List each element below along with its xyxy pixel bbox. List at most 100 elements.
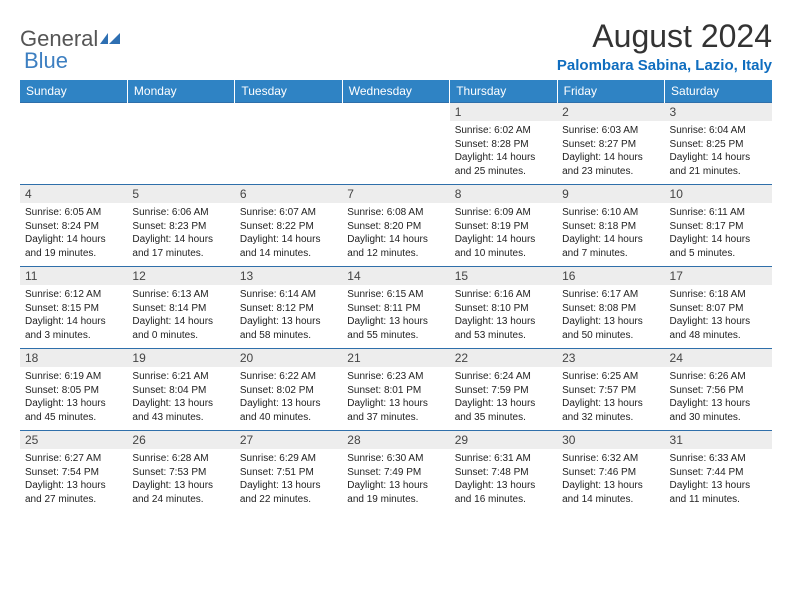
weekday-saturday: Saturday — [665, 80, 772, 103]
calendar-day-cell: 25Sunrise: 6:27 AMSunset: 7:54 PMDayligh… — [20, 431, 127, 513]
day-number: 24 — [665, 349, 772, 367]
calendar-day-cell: 18Sunrise: 6:19 AMSunset: 8:05 PMDayligh… — [20, 349, 127, 431]
sunrise-text: Sunrise: 6:26 AM — [670, 370, 767, 384]
calendar-day-cell: 28Sunrise: 6:30 AMSunset: 7:49 PMDayligh… — [342, 431, 449, 513]
sunrise-text: Sunrise: 6:11 AM — [670, 206, 767, 220]
sunrise-text: Sunrise: 6:17 AM — [562, 288, 659, 302]
day-number: 14 — [342, 267, 449, 285]
calendar-week-row: 18Sunrise: 6:19 AMSunset: 8:05 PMDayligh… — [20, 349, 772, 431]
calendar-day-cell: 20Sunrise: 6:22 AMSunset: 8:02 PMDayligh… — [235, 349, 342, 431]
calendar-day-cell: 10Sunrise: 6:11 AMSunset: 8:17 PMDayligh… — [665, 185, 772, 267]
calendar-day-cell: 15Sunrise: 6:16 AMSunset: 8:10 PMDayligh… — [450, 267, 557, 349]
calendar-day-cell: 1Sunrise: 6:02 AMSunset: 8:28 PMDaylight… — [450, 103, 557, 185]
sunrise-text: Sunrise: 6:03 AM — [562, 124, 659, 138]
sunset-text: Sunset: 8:25 PM — [670, 138, 767, 152]
day-content-empty — [127, 121, 234, 183]
sunset-text: Sunset: 8:23 PM — [132, 220, 229, 234]
sunrise-text: Sunrise: 6:23 AM — [347, 370, 444, 384]
day-content: Sunrise: 6:06 AMSunset: 8:23 PMDaylight:… — [127, 203, 234, 266]
daylight-text: Daylight: 14 hours and 10 minutes. — [455, 233, 552, 260]
day-number: 23 — [557, 349, 664, 367]
calendar-day-cell: 27Sunrise: 6:29 AMSunset: 7:51 PMDayligh… — [235, 431, 342, 513]
sunset-text: Sunset: 8:24 PM — [25, 220, 122, 234]
sunrise-text: Sunrise: 6:28 AM — [132, 452, 229, 466]
calendar-day-cell: 31Sunrise: 6:33 AMSunset: 7:44 PMDayligh… — [665, 431, 772, 513]
day-content: Sunrise: 6:17 AMSunset: 8:08 PMDaylight:… — [557, 285, 664, 348]
calendar-week-row: 4Sunrise: 6:05 AMSunset: 8:24 PMDaylight… — [20, 185, 772, 267]
day-content: Sunrise: 6:03 AMSunset: 8:27 PMDaylight:… — [557, 121, 664, 184]
sunrise-text: Sunrise: 6:33 AM — [670, 452, 767, 466]
day-number: 25 — [20, 431, 127, 449]
calendar-day-cell: 14Sunrise: 6:15 AMSunset: 8:11 PMDayligh… — [342, 267, 449, 349]
calendar-body: 1Sunrise: 6:02 AMSunset: 8:28 PMDaylight… — [20, 103, 772, 513]
day-content: Sunrise: 6:22 AMSunset: 8:02 PMDaylight:… — [235, 367, 342, 430]
day-number: 6 — [235, 185, 342, 203]
day-number-empty — [20, 103, 127, 121]
day-number-empty — [127, 103, 234, 121]
calendar-day-cell: 19Sunrise: 6:21 AMSunset: 8:04 PMDayligh… — [127, 349, 234, 431]
sunset-text: Sunset: 7:53 PM — [132, 466, 229, 480]
day-number-empty — [235, 103, 342, 121]
sunset-text: Sunset: 8:04 PM — [132, 384, 229, 398]
daylight-text: Daylight: 14 hours and 7 minutes. — [562, 233, 659, 260]
day-content: Sunrise: 6:12 AMSunset: 8:15 PMDaylight:… — [20, 285, 127, 348]
day-number: 30 — [557, 431, 664, 449]
day-number: 16 — [557, 267, 664, 285]
calendar-day-cell — [20, 103, 127, 185]
sunrise-text: Sunrise: 6:12 AM — [25, 288, 122, 302]
sunset-text: Sunset: 8:11 PM — [347, 302, 444, 316]
day-number: 4 — [20, 185, 127, 203]
sunrise-text: Sunrise: 6:14 AM — [240, 288, 337, 302]
sunrise-text: Sunrise: 6:10 AM — [562, 206, 659, 220]
day-content: Sunrise: 6:16 AMSunset: 8:10 PMDaylight:… — [450, 285, 557, 348]
calendar-day-cell — [127, 103, 234, 185]
logo-text-blue: Blue — [24, 48, 68, 74]
daylight-text: Daylight: 14 hours and 3 minutes. — [25, 315, 122, 342]
sunrise-text: Sunrise: 6:13 AM — [132, 288, 229, 302]
day-number: 31 — [665, 431, 772, 449]
sunset-text: Sunset: 7:48 PM — [455, 466, 552, 480]
daylight-text: Daylight: 13 hours and 32 minutes. — [562, 397, 659, 424]
day-number: 8 — [450, 185, 557, 203]
sunset-text: Sunset: 8:18 PM — [562, 220, 659, 234]
day-content-empty — [20, 121, 127, 183]
sunset-text: Sunset: 8:17 PM — [670, 220, 767, 234]
sunrise-text: Sunrise: 6:27 AM — [25, 452, 122, 466]
location-label: Palombara Sabina, Lazio, Italy — [557, 57, 772, 74]
daylight-text: Daylight: 13 hours and 27 minutes. — [25, 479, 122, 506]
calendar-day-cell: 12Sunrise: 6:13 AMSunset: 8:14 PMDayligh… — [127, 267, 234, 349]
title-block: August 2024 Palombara Sabina, Lazio, Ita… — [557, 18, 772, 74]
daylight-text: Daylight: 14 hours and 23 minutes. — [562, 151, 659, 178]
day-content: Sunrise: 6:31 AMSunset: 7:48 PMDaylight:… — [450, 449, 557, 512]
sunset-text: Sunset: 7:56 PM — [670, 384, 767, 398]
day-content: Sunrise: 6:33 AMSunset: 7:44 PMDaylight:… — [665, 449, 772, 512]
daylight-text: Daylight: 13 hours and 53 minutes. — [455, 315, 552, 342]
day-number: 26 — [127, 431, 234, 449]
sunset-text: Sunset: 7:59 PM — [455, 384, 552, 398]
sunrise-text: Sunrise: 6:21 AM — [132, 370, 229, 384]
weekday-sunday: Sunday — [20, 80, 127, 103]
daylight-text: Daylight: 13 hours and 30 minutes. — [670, 397, 767, 424]
calendar-day-cell: 11Sunrise: 6:12 AMSunset: 8:15 PMDayligh… — [20, 267, 127, 349]
day-number: 22 — [450, 349, 557, 367]
sunset-text: Sunset: 8:20 PM — [347, 220, 444, 234]
calendar-day-cell: 17Sunrise: 6:18 AMSunset: 8:07 PMDayligh… — [665, 267, 772, 349]
sunrise-text: Sunrise: 6:24 AM — [455, 370, 552, 384]
calendar-day-cell: 30Sunrise: 6:32 AMSunset: 7:46 PMDayligh… — [557, 431, 664, 513]
day-content: Sunrise: 6:05 AMSunset: 8:24 PMDaylight:… — [20, 203, 127, 266]
day-number: 3 — [665, 103, 772, 121]
sunrise-text: Sunrise: 6:32 AM — [562, 452, 659, 466]
sunset-text: Sunset: 7:49 PM — [347, 466, 444, 480]
day-content: Sunrise: 6:08 AMSunset: 8:20 PMDaylight:… — [342, 203, 449, 266]
sunrise-text: Sunrise: 6:08 AM — [347, 206, 444, 220]
day-number: 13 — [235, 267, 342, 285]
daylight-text: Daylight: 14 hours and 5 minutes. — [670, 233, 767, 260]
logo-mark-icon — [100, 30, 122, 48]
daylight-text: Daylight: 13 hours and 40 minutes. — [240, 397, 337, 424]
day-number: 21 — [342, 349, 449, 367]
sunset-text: Sunset: 8:19 PM — [455, 220, 552, 234]
sunset-text: Sunset: 7:46 PM — [562, 466, 659, 480]
sunset-text: Sunset: 8:07 PM — [670, 302, 767, 316]
day-number: 11 — [20, 267, 127, 285]
daylight-text: Daylight: 13 hours and 58 minutes. — [240, 315, 337, 342]
